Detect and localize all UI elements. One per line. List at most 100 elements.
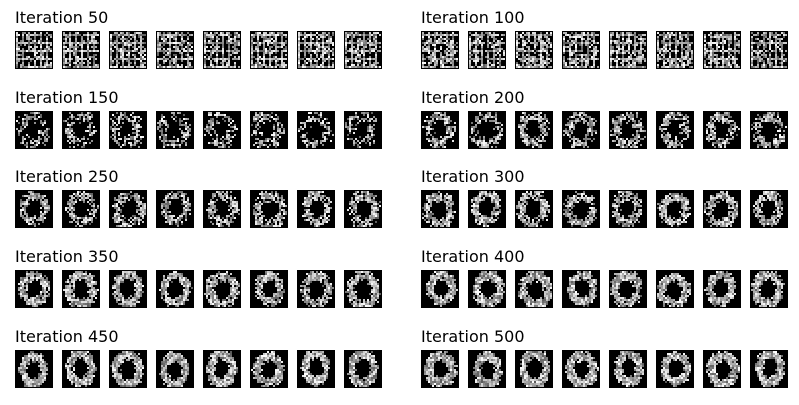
sample-thumbnail — [703, 350, 741, 388]
sample-thumbnail — [62, 190, 100, 228]
sample-thumbnail — [62, 31, 100, 69]
sample-thumbnail — [421, 111, 459, 149]
sample-thumbnail — [109, 270, 147, 308]
sample-thumbnail — [109, 31, 147, 69]
sample-thumbnail — [250, 350, 288, 388]
sample-thumbnail — [703, 190, 741, 228]
sample-image — [112, 271, 144, 307]
sample-image — [469, 32, 505, 68]
sample-thumbnail — [562, 111, 600, 149]
sample-thumbnail — [344, 190, 382, 228]
sample-image — [471, 191, 501, 227]
sample-thumbnail — [421, 190, 459, 228]
sample-thumbnail — [468, 111, 506, 149]
panel-iteration-400: Iteration 400 — [421, 247, 793, 318]
sample-image — [426, 271, 458, 307]
panel-title: Iteration 350 — [15, 247, 119, 266]
sample-image — [251, 351, 285, 387]
panel-title: Iteration 250 — [15, 167, 119, 186]
sample-image — [110, 112, 144, 148]
sample-thumbnail — [344, 111, 382, 149]
sample-image — [610, 112, 646, 148]
sample-image — [706, 351, 740, 387]
sample-image — [16, 32, 52, 68]
sample-thumbnail — [109, 350, 147, 388]
sample-image — [251, 32, 287, 68]
sample-thumbnail — [156, 270, 194, 308]
sample-image — [302, 191, 332, 227]
sample-thumbnail — [703, 31, 741, 69]
panel-iteration-250: Iteration 250 — [15, 167, 387, 238]
sample-thumbnail — [750, 270, 788, 308]
sample-thumbnail — [515, 111, 553, 149]
sample-thumbnail — [62, 350, 100, 388]
sample-thumbnail — [515, 270, 553, 308]
panel-title: Iteration 450 — [15, 327, 119, 346]
sample-thumbnail — [156, 190, 194, 228]
sample-image — [704, 191, 738, 227]
panel-iteration-150: Iteration 150 — [15, 88, 387, 159]
panel-iteration-450: Iteration 450 — [15, 327, 387, 398]
sample-image — [110, 351, 144, 387]
sample-thumbnail — [656, 270, 694, 308]
sample-image — [704, 271, 736, 307]
sample-image — [704, 32, 740, 68]
sample-thumbnail — [562, 190, 600, 228]
sample-image — [422, 112, 456, 148]
sample-image — [251, 112, 285, 148]
sample-thumbnail — [15, 31, 53, 69]
sample-image — [63, 112, 97, 148]
sample-image — [159, 351, 189, 387]
sample-image — [473, 351, 503, 387]
sample-thumbnail — [15, 270, 53, 308]
sample-thumbnail — [421, 350, 459, 388]
sample-image — [422, 191, 456, 227]
sample-thumbnail — [468, 350, 506, 388]
sample-thumbnail — [203, 270, 241, 308]
sample-thumbnail — [515, 350, 553, 388]
sample-thumbnail — [297, 270, 335, 308]
sample-image — [347, 191, 381, 227]
sample-thumbnail — [656, 350, 694, 388]
sample-thumbnail — [609, 111, 647, 149]
panel-iteration-500: Iteration 500 — [421, 327, 793, 398]
sample-image — [16, 112, 50, 148]
sample-thumbnail — [609, 270, 647, 308]
sample-row — [421, 111, 793, 151]
sample-image — [345, 32, 381, 68]
sample-thumbnail — [421, 31, 459, 69]
sample-row — [15, 190, 387, 230]
sample-thumbnail — [562, 350, 600, 388]
sample-thumbnail — [750, 111, 788, 149]
sample-image — [751, 112, 787, 148]
sample-image — [253, 191, 287, 227]
sample-image — [424, 351, 458, 387]
sample-image — [612, 191, 642, 227]
sample-image — [610, 271, 642, 307]
sample-image — [469, 112, 503, 148]
sample-image — [63, 32, 99, 68]
sample-row — [421, 270, 793, 310]
sample-image — [516, 32, 552, 68]
sample-thumbnail — [515, 31, 553, 69]
sample-image — [516, 191, 550, 227]
sample-thumbnail — [609, 190, 647, 228]
sample-image — [657, 273, 691, 307]
sample-thumbnail — [250, 190, 288, 228]
sample-thumbnail — [468, 31, 506, 69]
sample-thumbnail — [297, 350, 335, 388]
sample-thumbnail — [203, 350, 241, 388]
sample-thumbnail — [250, 111, 288, 149]
sample-thumbnail — [203, 190, 241, 228]
sample-thumbnail — [609, 31, 647, 69]
sample-image — [706, 112, 740, 148]
sample-thumbnail — [344, 350, 382, 388]
sample-thumbnail — [344, 270, 382, 308]
sample-thumbnail — [156, 111, 194, 149]
sample-thumbnail — [656, 190, 694, 228]
panel-iteration-300: Iteration 300 — [421, 167, 793, 238]
sample-image — [563, 191, 597, 227]
sample-image — [563, 112, 597, 148]
sample-image — [18, 271, 50, 307]
sample-thumbnail — [203, 31, 241, 69]
